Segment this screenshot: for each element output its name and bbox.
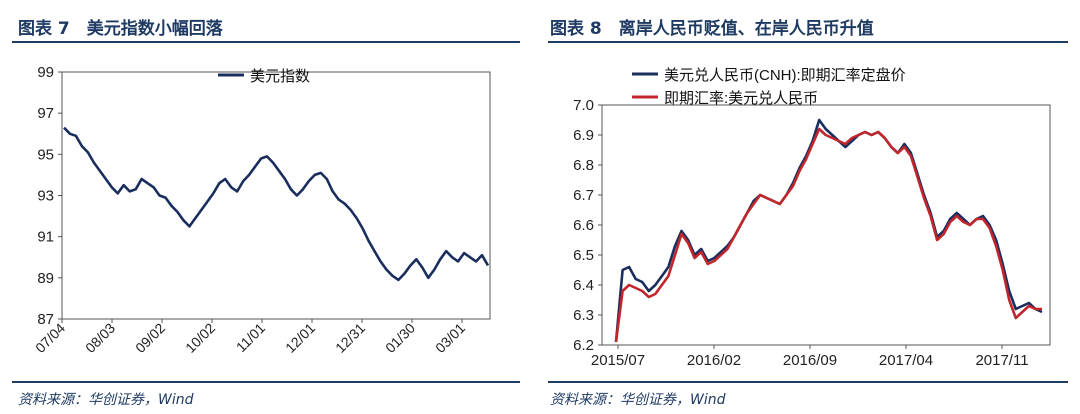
legend-label-1: 即期汇率:美元兑人民币 (664, 90, 818, 107)
series-line-0 (614, 118, 1043, 343)
y-tick-label: 87 (37, 311, 54, 328)
y-tick-label: 6.2 (573, 337, 594, 354)
y-tick-label: 6.5 (573, 247, 594, 264)
series-line-0 (63, 126, 490, 282)
y-tick-label: 91 (37, 229, 54, 246)
plot-frame (601, 104, 1051, 346)
figure-8-source: 资料来源：华创证券，Wind (550, 392, 726, 408)
x-tick-label: 01/30 (382, 320, 418, 356)
figure-8-title: 图表 8 离岸人民币贬值、在岸人民币升值 (550, 19, 874, 39)
y-tick-label: 6.4 (573, 277, 594, 294)
bottom-divider (12, 381, 520, 383)
y-tick-label: 95 (37, 146, 54, 163)
x-tick-label: 2015/07 (591, 352, 645, 369)
y-tick-label: 93 (37, 188, 54, 205)
y-tick-label: 97 (37, 105, 54, 122)
y-tick-label: 89 (37, 270, 54, 287)
legend-label-0: 美元指数 (250, 68, 310, 85)
legend-label-0: 美元兑人民币(CNH):即期汇率定盘价 (664, 66, 906, 84)
y-tick-label: 6.6 (573, 217, 594, 234)
x-tick-label: 03/01 (432, 320, 468, 356)
y-tick-label: 6.8 (573, 157, 594, 174)
y-tick-label: 7.0 (573, 97, 594, 114)
y-tick-label: 6.7 (573, 187, 594, 204)
x-tick-label: 09/02 (132, 320, 168, 356)
x-tick-label: 12/31 (332, 320, 368, 356)
x-tick-label: 11/01 (233, 320, 269, 356)
figure-7-title: 图表 7 美元指数小幅回落 (18, 19, 223, 39)
plot-frame (61, 71, 491, 320)
title-divider (548, 41, 1068, 43)
bottom-divider (548, 381, 1068, 383)
x-tick-label: 12/01 (282, 320, 318, 356)
x-tick-label: 2017/04 (879, 352, 933, 369)
y-tick-label: 6.3 (573, 307, 594, 324)
title-divider (12, 41, 520, 43)
series-line-1 (614, 127, 1042, 343)
figure-7-panel: 图表 7 美元指数小幅回落 87 89 91 93 95 97 99 07/04 08/03 09… (0, 0, 520, 414)
figure-8-panel: 图表 8 离岸人民币贬值、在岸人民币升值 6.2 6.3 6.4 6.5 6.6 6.7 6… (548, 0, 1080, 414)
cny-rate-chart: 6.2 6.3 6.4 6.5 6.6 6.7 6.8 6.9 7.0 2015/07 2016/0… (573, 66, 1051, 369)
figure-7-source: 资料来源：华创证券，Wind (18, 392, 194, 408)
y-tick-label: 99 (37, 64, 54, 81)
x-tick-label: 10/02 (182, 320, 218, 356)
x-tick-label: 2016/09 (783, 352, 837, 369)
x-tick-label: 2016/02 (687, 352, 741, 369)
y-tick-label: 6.9 (573, 127, 594, 144)
x-tick-label: 2017/11 (975, 352, 1028, 369)
x-tick-label: 08/03 (82, 320, 118, 356)
